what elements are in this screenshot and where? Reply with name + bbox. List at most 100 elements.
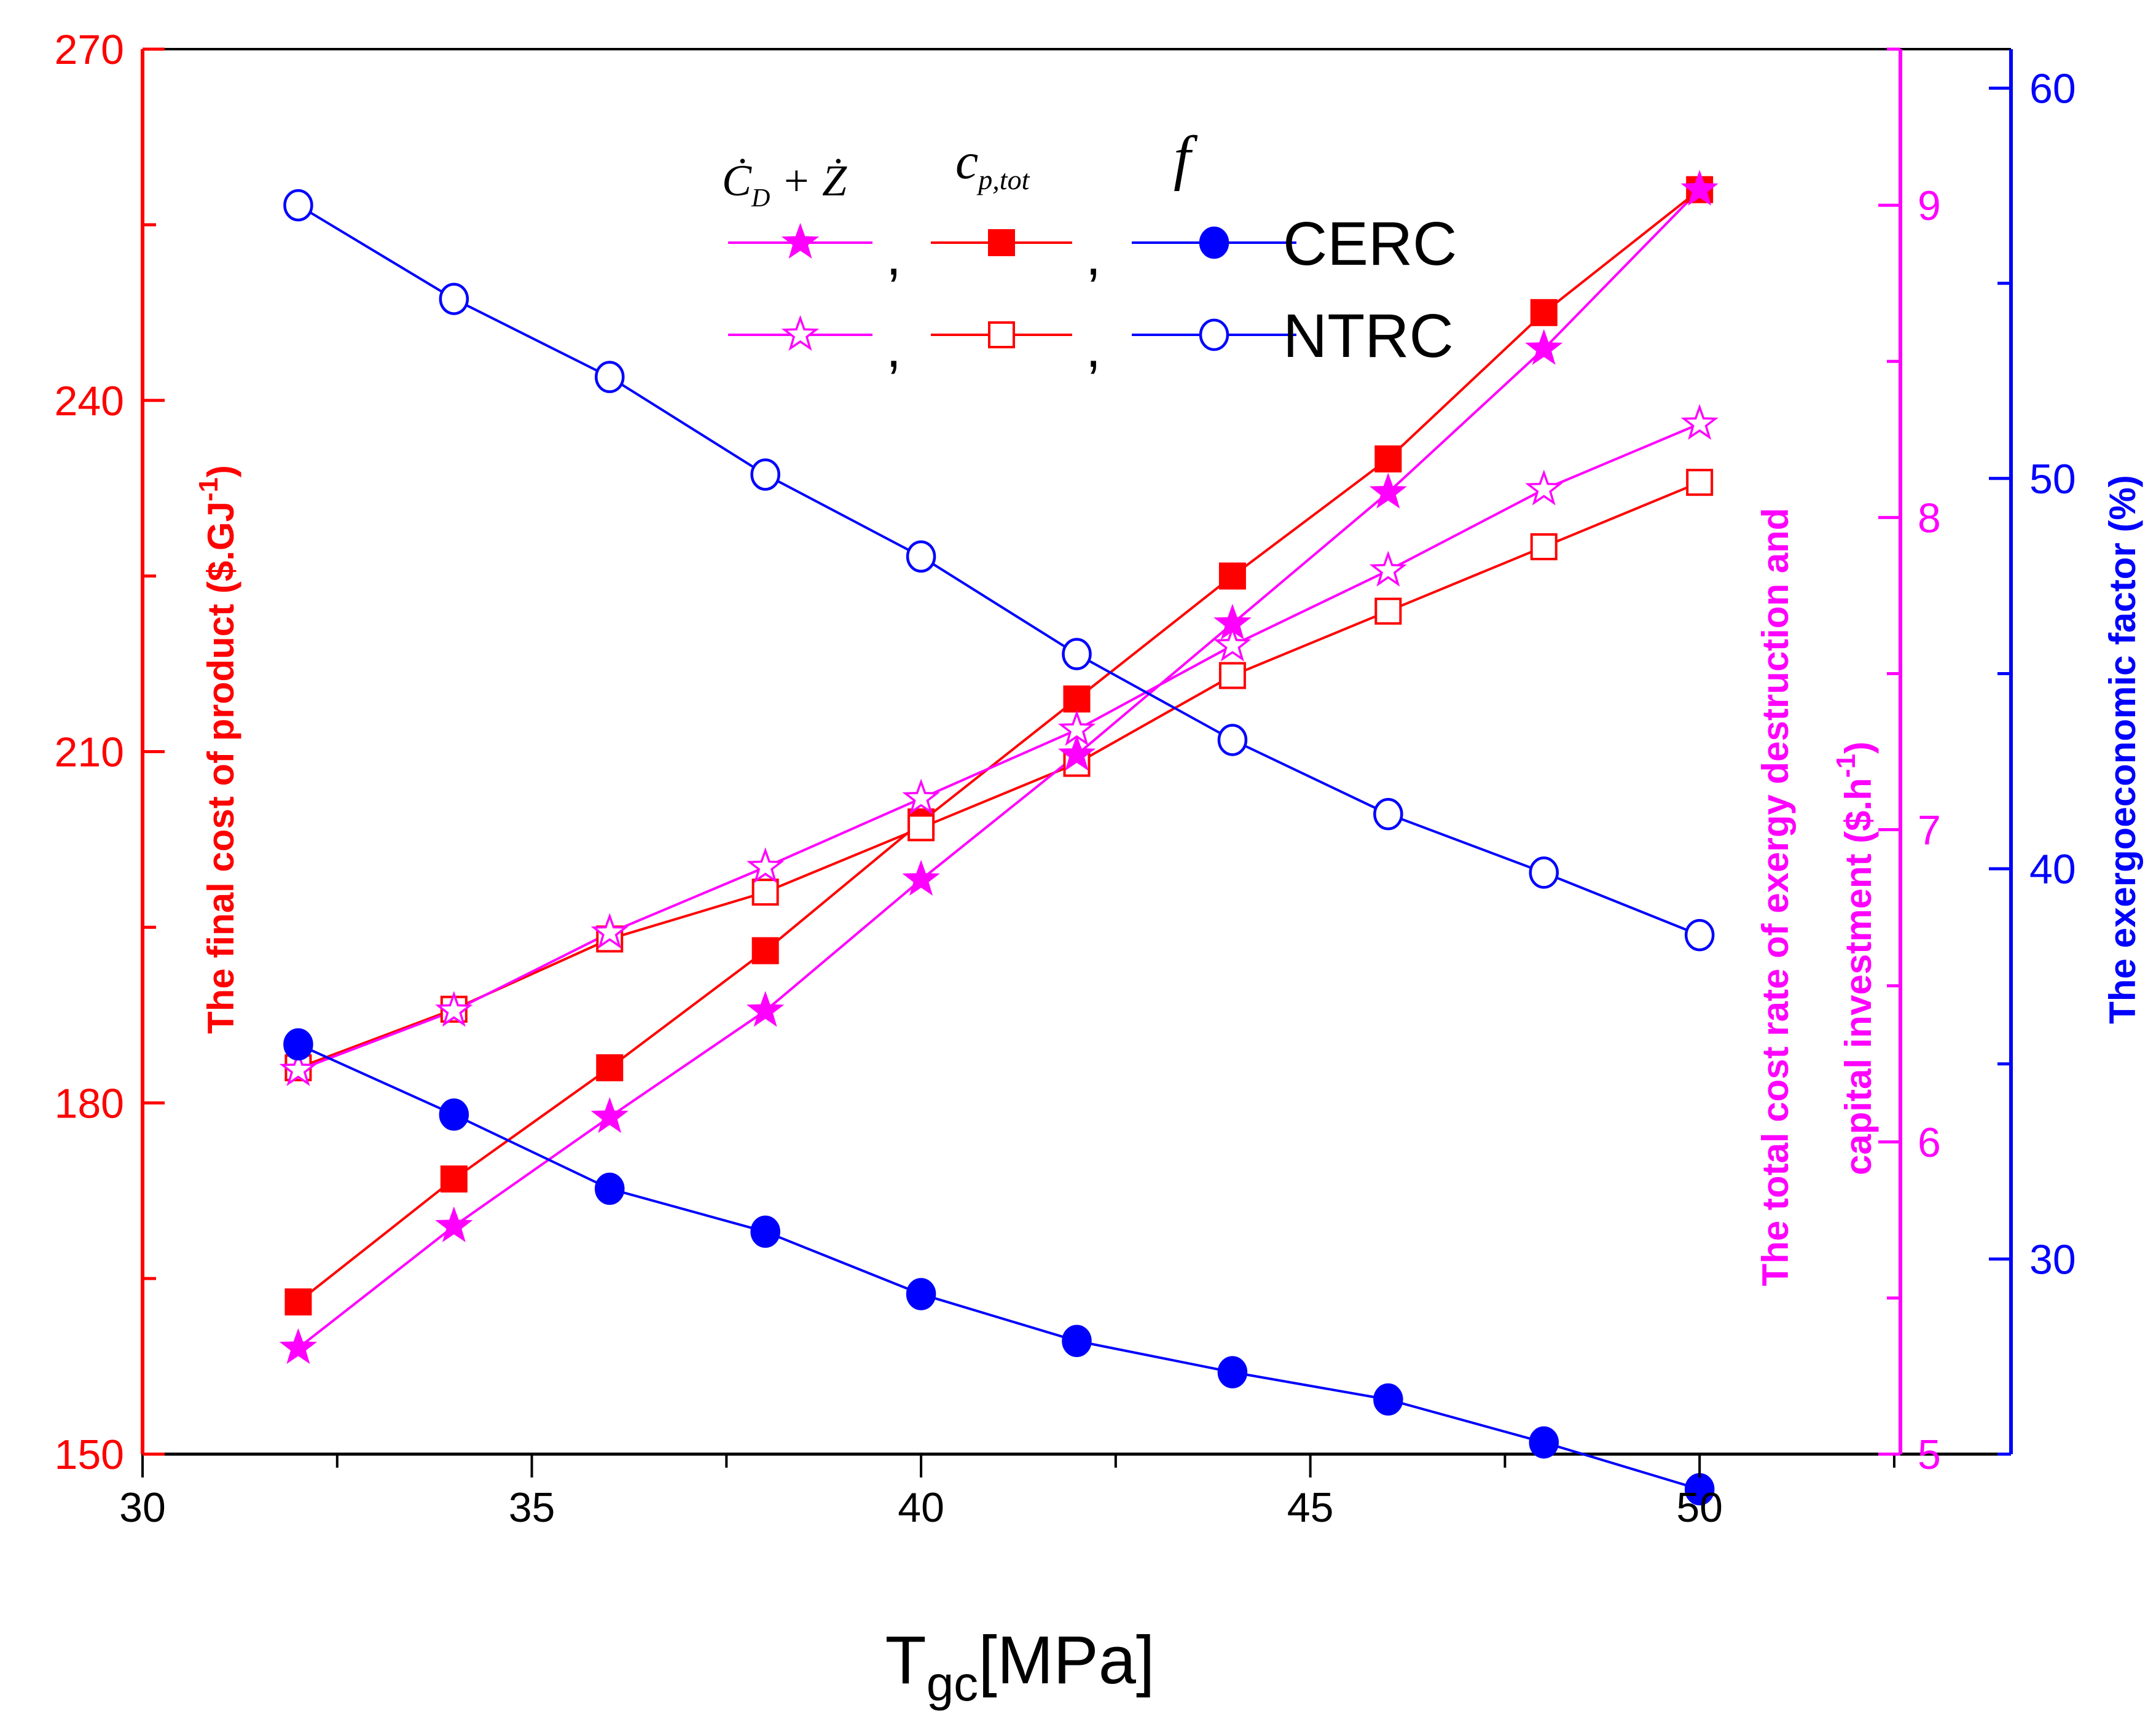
point-cerc-c-p-tot-1 [440,1165,468,1193]
point-cerc-c-d-z-3 [747,991,785,1027]
point-cerc-c-p-tot-7 [1374,445,1402,473]
point-cerc-c-p-tot-5 [1063,685,1091,713]
point-ntrc-c-d-z-4 [902,778,940,815]
point-cerc-f-0 [283,1028,313,1061]
point-ntrc-f-1 [439,283,469,315]
point-ntrc-f-2 [595,361,625,393]
point-cerc-f-7 [1373,1383,1403,1416]
point-ntrc-c-p-tot-7 [1374,597,1402,625]
point-cerc-c-d-z-5 [1057,735,1096,771]
point-cerc-c-d-z-4 [902,859,940,896]
point-ntrc-c-p-tot-6 [1218,662,1246,689]
point-ntrc-f-7 [1373,797,1403,831]
point-ntrc-c-d-z-3 [747,847,785,883]
x-tick-label: 45 [1287,1484,1334,1531]
right2-tick-label: 30 [2029,1236,2076,1283]
series-markers [279,170,1719,1506]
series-line-cerc-c-d-z [297,189,1701,1349]
legend-marker-1-1 [988,321,1015,348]
left-tick-label: 210 [55,729,124,776]
left-tick-label: 150 [55,1431,124,1478]
x-tick-label: 30 [119,1484,166,1531]
left-axis-title: The final cost of product ($.GJ-1) [194,465,241,1034]
point-ntrc-f-8 [1529,856,1559,889]
x-tick-label: 35 [509,1484,555,1531]
legend-label-ntrc: NTRC [1283,302,1454,370]
legend-separator: , [886,318,901,379]
point-ntrc-f-5 [1062,638,1092,670]
point-ntrc-c-p-tot-8 [1530,533,1558,560]
series-line-ntrc-c-p-tot [297,481,1700,1069]
point-cerc-c-d-z-9 [1680,170,1719,206]
point-ntrc-f-0 [283,189,313,222]
point-cerc-c-d-z-7 [1369,472,1407,509]
series-line-ntrc-f [297,204,1700,936]
point-cerc-c-p-tot-0 [284,1288,312,1316]
right1-tick-label: 7 [1918,807,1941,854]
left-tick-label: 270 [55,26,124,73]
axis-titles: Tgc[MPa] The final cost of product ($.GJ-… [194,465,2143,1711]
point-ntrc-f-6 [1217,724,1248,756]
right1-tick-label: 9 [1918,182,1941,229]
point-cerc-f-6 [1217,1356,1248,1388]
legend-marker-0-2 [1199,226,1229,259]
legend-marker-1-2 [1199,318,1229,351]
legend: ĊD + Ż cp,tot f,, CERC,, NTRC [722,123,1457,379]
point-cerc-c-d-z-2 [590,1097,629,1133]
legend-separator: , [1086,225,1101,287]
point-cerc-f-8 [1529,1426,1559,1459]
point-ntrc-c-d-z-6 [1213,625,1252,662]
left-tick-label: 240 [55,378,124,425]
point-cerc-c-p-tot-8 [1530,299,1558,326]
right2-tick-label: 40 [2029,846,2076,893]
point-ntrc-c-d-z-5 [1057,710,1096,746]
point-ntrc-c-p-tot-3 [751,879,779,906]
right1-axis-title-line1: The total cost rate of exergy destructio… [1755,508,1796,1286]
point-cerc-c-d-z-1 [435,1206,473,1243]
right1-axis-title-line2: capital investment ($.h-1) [1831,742,1879,1175]
point-ntrc-c-d-z-1 [435,991,473,1027]
legend-marker-0-0 [781,222,820,259]
right2-tick-label: 50 [2029,456,2076,503]
point-cerc-f-1 [439,1098,469,1131]
point-cerc-c-d-z-8 [1525,329,1563,365]
point-cerc-f-3 [750,1215,780,1248]
point-ntrc-c-p-tot-4 [907,814,935,842]
point-cerc-f-4 [906,1278,936,1310]
point-cerc-f-5 [1062,1325,1092,1358]
axes: 30 35 40 45 50 150 180 210 240 270 5 6 7 8 9 30 40 50 60 [55,26,2076,1531]
right2-tick-label: 60 [2029,66,2076,112]
point-ntrc-c-d-z-7 [1369,550,1407,587]
series-line-cerc-c-p-tot [297,189,1701,1303]
right2-axis-title: The exergoeconomic factor (%) [2102,475,2143,1024]
point-cerc-c-d-z-0 [279,1328,318,1364]
right1-tick-label: 5 [1918,1431,1941,1478]
point-ntrc-f-4 [906,540,936,573]
point-cerc-c-p-tot-6 [1218,562,1246,590]
legend-separator: , [1086,318,1101,379]
point-ntrc-c-d-z-9 [1680,404,1719,440]
point-ntrc-c-d-z-8 [1525,469,1563,506]
legend-header-cptot: cp,tot [955,133,1030,195]
series-lines [297,189,1701,1491]
legend-header-f: f [1174,123,1198,192]
legend-header-cdz: ĊD + Ż [722,156,847,213]
series-line-ntrc-c-d-z [297,423,1700,1071]
legend-label-cerc: CERC [1283,209,1457,278]
point-cerc-c-p-tot-2 [596,1054,624,1082]
legend-marker-0-1 [988,229,1015,256]
point-cerc-c-p-tot-3 [751,937,779,965]
x-tick-label: 40 [898,1484,944,1531]
right1-tick-label: 8 [1918,495,1941,541]
x-axis-title: Tgc[MPa] [885,1622,1154,1711]
legend-separator: , [886,225,901,287]
point-ntrc-c-p-tot-9 [1686,469,1714,496]
right1-tick-label: 6 [1918,1119,1941,1166]
series-line-cerc-f [297,1043,1700,1491]
point-cerc-f-2 [595,1172,625,1205]
point-ntrc-c-d-z-2 [590,913,629,949]
x-tick-label: 50 [1676,1484,1723,1531]
legend-marker-1-0 [781,315,820,351]
left-tick-label: 180 [55,1080,124,1127]
